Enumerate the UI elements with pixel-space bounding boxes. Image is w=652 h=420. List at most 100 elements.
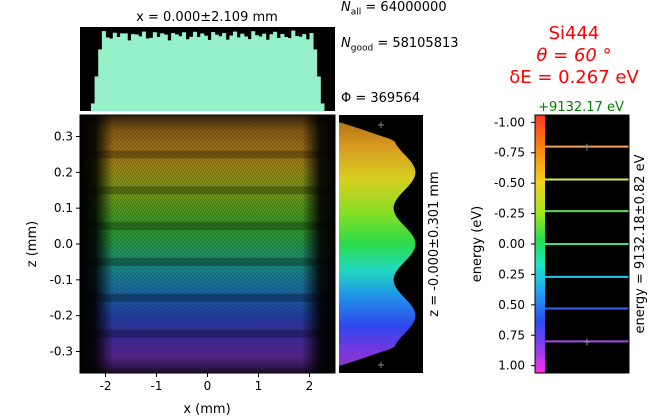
x-tick-label: -2 (100, 379, 112, 393)
energy-tick-label: -1.00 (494, 115, 525, 129)
top-histogram-bar (203, 35, 208, 111)
energy-tick-label: -0.75 (494, 146, 525, 160)
side-marker: + (377, 120, 385, 131)
y-tick-label: 0.0 (54, 237, 73, 251)
top-histogram-bar (178, 36, 183, 112)
top-histogram-bar (156, 36, 161, 111)
top-histogram-bar (291, 30, 296, 111)
top-histogram-bar (131, 34, 136, 111)
y-tick-label: 0.1 (54, 201, 73, 215)
top-histogram-bar (225, 39, 230, 111)
energy-tick-label: -0.50 (494, 176, 525, 190)
top-histogram-bar (185, 39, 190, 112)
top-histogram-bar (254, 35, 259, 111)
energy-cross-marker: + (582, 141, 591, 154)
energy-offset-label: +9132.17 eV (538, 100, 624, 115)
y-tick-label: -0.2 (50, 309, 73, 323)
top-histogram-bar (298, 36, 303, 111)
top-histogram-bar (112, 32, 117, 111)
y-tick-label: -0.3 (50, 345, 73, 359)
top-histogram-bar (284, 36, 289, 111)
side-marker: + (377, 360, 385, 371)
side-histogram-label: z = -0.000±0.301 mm (427, 171, 442, 316)
y-axis-label: z (mm) (25, 221, 40, 267)
x-tick-label: -1 (151, 379, 163, 393)
top-histogram-bar (236, 37, 241, 111)
energy-tick-label: 1.00 (498, 359, 525, 373)
energy-right-label: energy = 9132.18±0.82 eV (633, 154, 648, 333)
top-histogram-bar (229, 35, 234, 111)
top-histogram-bar (160, 33, 165, 112)
top-histogram-bar (120, 33, 125, 111)
crystal-name: Si444 (548, 23, 600, 44)
top-histogram-bar (218, 36, 223, 111)
n-good-symbol: N (341, 36, 351, 51)
top-histogram-title: x = 0.000±2.109 mm (136, 10, 278, 25)
top-histogram-bar (116, 36, 121, 111)
top-histogram-bar (309, 33, 314, 111)
top-histogram-bar (109, 38, 114, 111)
n-all-stat: Nall = 64000000 (341, 0, 447, 18)
side-histogram: ++ (339, 120, 416, 371)
top-histogram-bar (305, 39, 310, 111)
top-histogram-bar (222, 33, 227, 112)
top-histogram-bar (233, 31, 238, 112)
top-histogram-bar (269, 34, 274, 112)
top-histogram-bar (105, 37, 110, 111)
top-histogram-bar (313, 49, 318, 111)
energy-tick-label: 0.00 (498, 237, 525, 251)
energy-tick-label: 0.50 (498, 298, 525, 312)
n-all-subscript: all (350, 7, 362, 18)
top-histogram-bar (98, 49, 103, 111)
x-tick-label: 2 (306, 379, 314, 393)
phi-stat: Φ = 369564 (341, 91, 421, 106)
energy-colorbar (535, 115, 545, 373)
energy-axis-label: energy (eV) (470, 206, 485, 282)
n-good-stat: Ngood = 58105813 (341, 36, 459, 54)
top-histogram-bar (273, 31, 278, 112)
energy-cross-marker: + (582, 335, 591, 348)
top-histogram-bar (258, 36, 263, 112)
top-histogram-bar (276, 37, 281, 111)
top-histogram-bar (138, 36, 143, 112)
n-good-subscript: good (350, 43, 374, 54)
y-tick-label: -0.1 (50, 273, 73, 287)
top-histogram-bar (280, 33, 285, 112)
top-histogram-bar (167, 40, 172, 111)
top-histogram-bar (141, 31, 146, 112)
energy-tick-label: 0.75 (498, 328, 525, 342)
top-histogram-bar (320, 103, 325, 111)
top-histogram-bar (316, 76, 321, 111)
top-histogram-bar (174, 34, 179, 111)
top-histogram-bar (240, 33, 245, 111)
top-histogram-bar (211, 32, 216, 112)
n-all-value: = 64000000 (365, 0, 447, 15)
top-histogram-bar (94, 76, 99, 111)
top-histogram-bar (247, 39, 252, 111)
energy-tick-label: 0.25 (498, 267, 525, 281)
top-histogram-bar (262, 33, 267, 111)
top-histogram-bar (171, 33, 176, 112)
main-heatmap (80, 115, 335, 373)
top-histogram-bar (214, 34, 219, 111)
y-tick-label: 0.3 (54, 130, 73, 144)
top-histogram-bar (90, 103, 95, 111)
top-histogram-bar (145, 38, 150, 112)
top-histogram-bar (196, 37, 201, 111)
side-histogram-fill (339, 122, 416, 366)
y-tick-label: 0.2 (54, 165, 73, 179)
top-histogram-bar (189, 36, 194, 112)
top-histogram-bar (294, 36, 299, 111)
top-histogram-bar (134, 34, 139, 111)
x-tick-label: 0 (204, 379, 212, 393)
crystal-dE: δE = 0.267 eV (509, 67, 639, 88)
top-histogram-bar (101, 31, 106, 111)
top-histogram-bar (149, 37, 154, 111)
top-histogram-bar (123, 33, 128, 112)
top-histogram-bar (251, 31, 256, 112)
top-histogram-bar (265, 39, 270, 112)
top-histogram-bar (163, 34, 168, 111)
x-axis-label: x (mm) (183, 402, 230, 417)
top-histogram-bar (192, 31, 197, 111)
